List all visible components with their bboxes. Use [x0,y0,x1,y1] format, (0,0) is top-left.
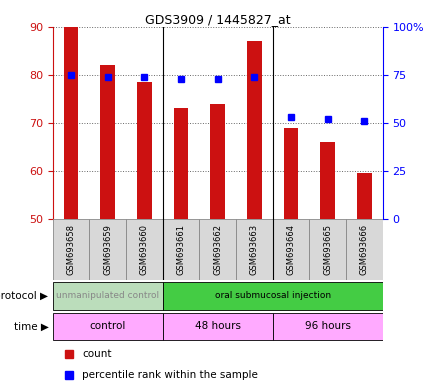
Bar [273,219,309,280]
Text: percentile rank within the sample: percentile rank within the sample [83,370,258,380]
Bar [53,219,89,280]
Bar [53,282,163,310]
Bar [137,82,152,219]
Bar [247,41,262,219]
Bar [357,173,372,219]
Bar [346,219,383,280]
Bar [64,27,78,219]
Text: GSM693663: GSM693663 [250,224,259,275]
Text: GSM693659: GSM693659 [103,224,112,275]
Bar [89,219,126,280]
Text: protocol ▶: protocol ▶ [0,291,48,301]
Text: 48 hours: 48 hours [195,321,241,331]
Bar [100,65,115,219]
Text: GSM693658: GSM693658 [66,224,76,275]
Bar [174,108,188,219]
Bar [210,104,225,219]
Text: count: count [83,349,112,359]
Title: GDS3909 / 1445827_at: GDS3909 / 1445827_at [145,13,290,26]
Text: time ▶: time ▶ [14,321,48,331]
Bar [163,219,199,280]
Bar [273,313,383,340]
Text: GSM693662: GSM693662 [213,224,222,275]
Bar [126,219,163,280]
Bar [163,282,383,310]
Bar [53,313,163,340]
Text: oral submucosal injection: oral submucosal injection [215,291,331,300]
Bar [163,313,273,340]
Text: GSM693660: GSM693660 [140,224,149,275]
Text: unmanipulated control: unmanipulated control [56,291,159,300]
Bar [320,142,335,219]
Text: GSM693666: GSM693666 [360,224,369,275]
Text: control: control [90,321,126,331]
Text: GSM693664: GSM693664 [286,224,296,275]
Bar [199,219,236,280]
Bar [309,219,346,280]
Bar [284,127,298,219]
Text: GSM693665: GSM693665 [323,224,332,275]
Text: 96 hours: 96 hours [305,321,351,331]
Text: GSM693661: GSM693661 [176,224,186,275]
Bar [236,219,273,280]
